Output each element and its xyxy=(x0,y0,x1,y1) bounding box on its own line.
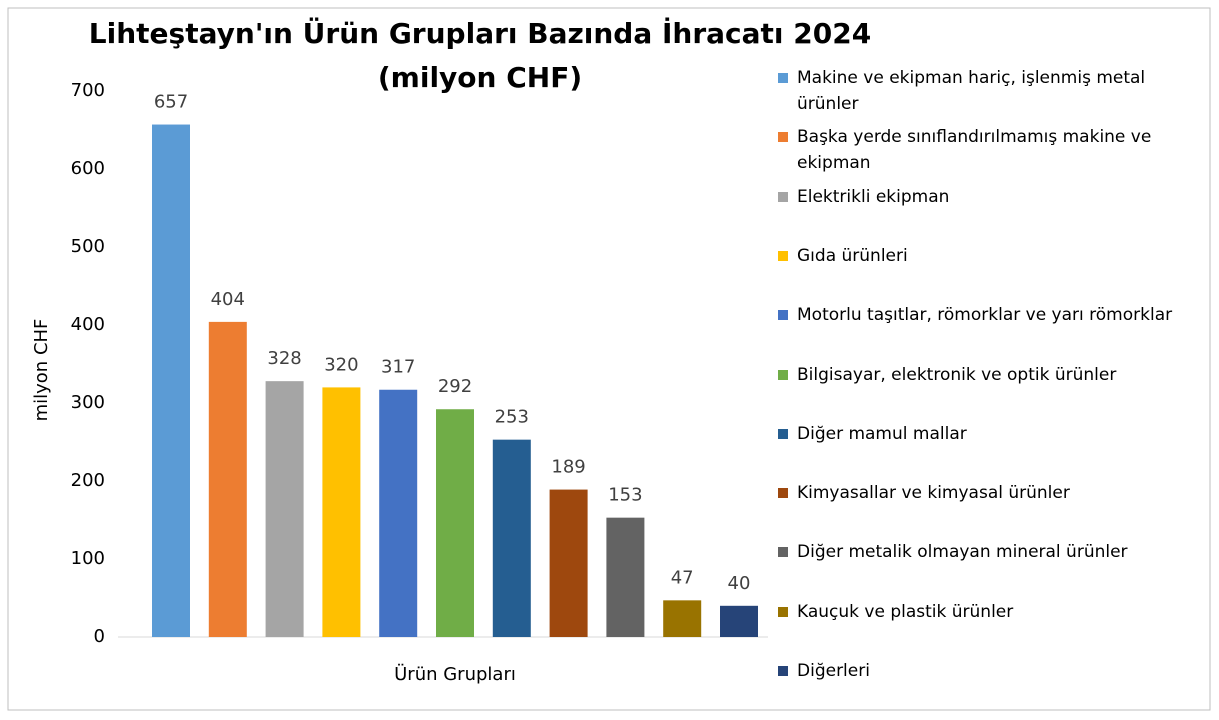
data-label: 404 xyxy=(211,289,245,310)
y-tick-label: 600 xyxy=(71,158,105,179)
bar xyxy=(606,517,645,637)
y-tick-label: 0 xyxy=(94,626,105,647)
legend-swatch xyxy=(778,310,788,321)
legend-swatch xyxy=(778,488,788,499)
legend-label: Kauçuk ve plastik ürünler xyxy=(797,601,1014,622)
legend-item: Başka yerde sınıflandırılmamış makine ve… xyxy=(778,124,1203,176)
legend-item: Elektrikli ekipman xyxy=(778,184,1203,210)
data-label: 253 xyxy=(495,407,529,428)
bar xyxy=(208,321,247,637)
legend-label: Diğer mamul mallar xyxy=(797,423,967,444)
bar xyxy=(379,389,418,637)
legend-item: Motorlu taşıtlar, römorklar ve yarı römo… xyxy=(778,302,1203,328)
legend-item: Makine ve ekipman hariç, işlenmiş metal … xyxy=(778,65,1203,117)
bar xyxy=(322,387,361,637)
y-tick-label: 100 xyxy=(71,548,105,569)
data-label: 328 xyxy=(267,348,301,369)
data-label: 292 xyxy=(438,376,472,397)
bar xyxy=(265,381,304,637)
legend-label: Motorlu taşıtlar, römorklar ve yarı römo… xyxy=(797,305,1173,326)
legend-swatch xyxy=(778,369,788,380)
legend-item: Bilgisayar, elektronik ve optik ürünler xyxy=(778,362,1203,388)
y-tick-label: 500 xyxy=(71,236,105,257)
legend-swatch xyxy=(778,191,788,202)
bar xyxy=(549,489,588,637)
y-tick-label: 200 xyxy=(71,470,105,491)
bar xyxy=(663,600,702,637)
legend-swatch xyxy=(778,666,788,676)
legend-label: Diğer metalik olmayan mineral ürünler xyxy=(797,542,1128,563)
y-tick-label: 400 xyxy=(71,314,105,335)
legend-label: Elektrikli ekipman xyxy=(797,186,950,207)
legend-label: Kimyasallar ve kimyasal ürünler xyxy=(797,483,1070,504)
legend-label: Bilgisayar, elektronik ve optik ürünler xyxy=(797,364,1117,385)
legend-item: Diğer metalik olmayan mineral ürünler xyxy=(778,539,1203,565)
bar xyxy=(720,605,758,637)
legend-item: Kauçuk ve plastik ürünler xyxy=(778,599,1203,625)
data-label: 189 xyxy=(551,457,585,478)
bar xyxy=(152,124,190,638)
y-axis-label: milyon CHF xyxy=(31,319,52,422)
data-label: 47 xyxy=(671,567,694,588)
legend-swatch xyxy=(778,73,788,83)
legend-item: Diğer mamul mallar xyxy=(778,421,1203,447)
data-label: 317 xyxy=(381,357,415,378)
legend-item: Kimyasallar ve kimyasal ürünler xyxy=(778,480,1203,506)
legend-swatch xyxy=(778,428,788,439)
legend-swatch xyxy=(778,132,788,143)
legend-swatch xyxy=(778,250,788,261)
legend-label: Başka yerde sınıflandırılmamış makine ve… xyxy=(797,127,1152,174)
legend-label: Makine ve ekipman hariç, işlenmiş metal … xyxy=(797,68,1146,114)
data-label: 40 xyxy=(728,573,751,594)
legend-item: Gıda ürünleri xyxy=(778,243,1203,269)
legend-item: Diğerleri xyxy=(778,658,1203,684)
chart-title: Lihteştayn'ın Ürün Grupları Bazında İhra… xyxy=(88,17,872,94)
y-tick-label: 700 xyxy=(71,80,105,101)
legend-swatch xyxy=(778,606,788,617)
data-label: 153 xyxy=(608,485,642,506)
legend-label: Diğerleri xyxy=(797,661,870,681)
y-tick-label: 300 xyxy=(71,392,105,413)
bar xyxy=(492,439,531,637)
legend-swatch xyxy=(778,547,788,558)
legend-label: Gıda ürünleri xyxy=(797,245,908,266)
data-label: 657 xyxy=(154,92,188,113)
bar xyxy=(436,409,474,637)
x-tick-label: Ürün Grupları xyxy=(394,663,516,685)
data-label: 320 xyxy=(324,354,358,375)
